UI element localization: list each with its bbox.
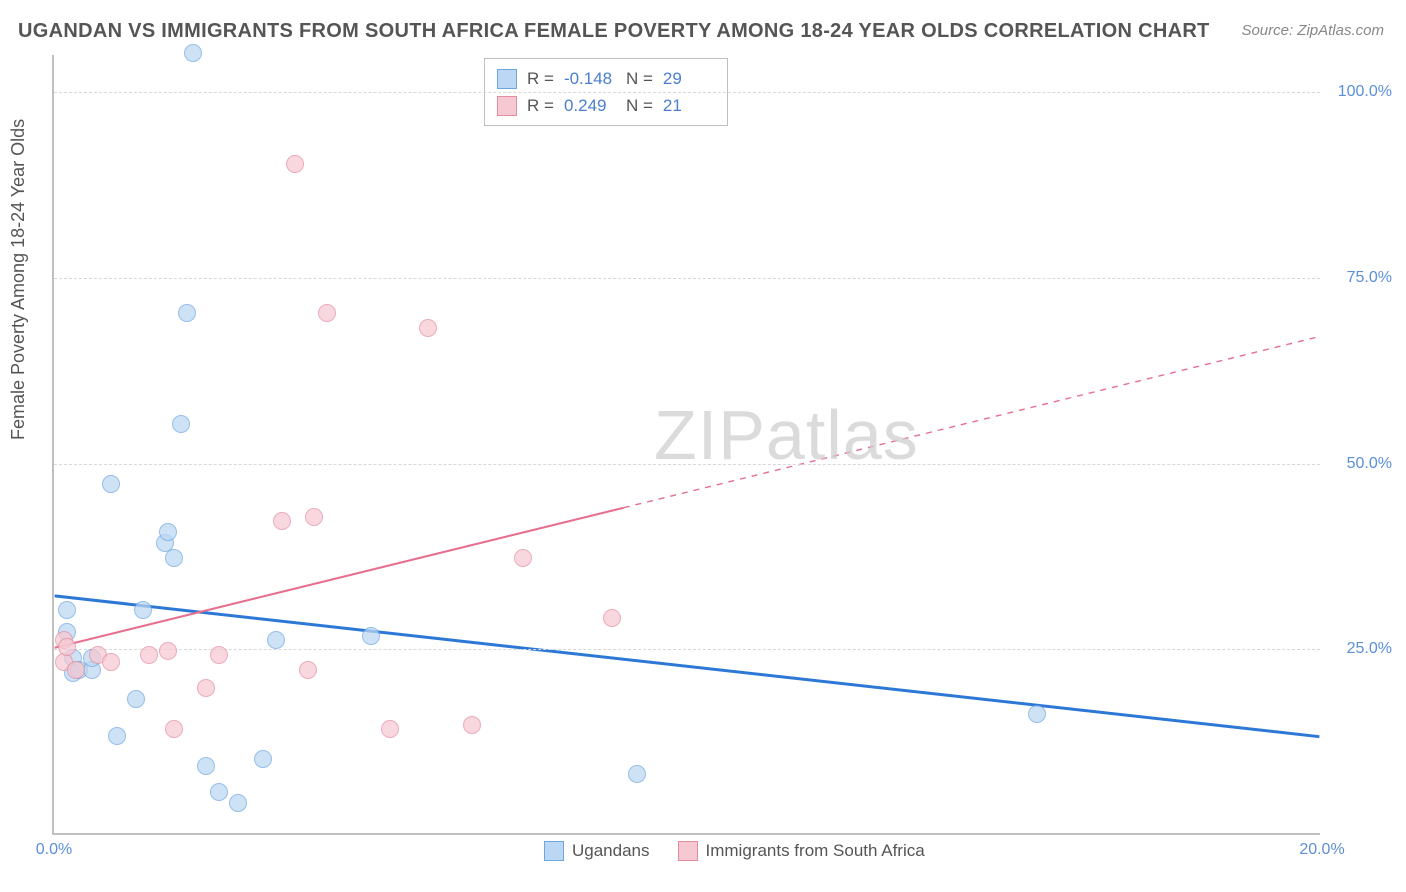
y-tick-label: 75.0% — [1347, 269, 1392, 287]
trend-line — [55, 508, 624, 648]
n-value: 29 — [663, 65, 715, 92]
y-tick-label: 50.0% — [1347, 455, 1392, 473]
n-label: N = — [626, 92, 653, 119]
data-point — [463, 716, 481, 734]
watermark-atlas: atlas — [766, 396, 919, 474]
data-point — [108, 727, 126, 745]
r-value: -0.148 — [564, 65, 616, 92]
trend-line — [55, 596, 1320, 737]
data-point — [1028, 705, 1046, 723]
r-label: R = — [527, 65, 554, 92]
data-point — [628, 765, 646, 783]
data-point — [210, 646, 228, 664]
data-point — [267, 631, 285, 649]
stats-row: R = -0.148 N = 29 — [497, 65, 715, 92]
y-axis-label: Female Poverty Among 18-24 Year Olds — [8, 119, 29, 440]
data-point — [184, 44, 202, 62]
data-point — [305, 508, 323, 526]
watermark-zip: ZIP — [654, 396, 766, 474]
n-value: 21 — [663, 92, 715, 119]
data-point — [165, 549, 183, 567]
gridline — [54, 649, 1320, 650]
x-tick-label: 20.0% — [1299, 841, 1344, 859]
data-point — [178, 304, 196, 322]
legend-label: Ugandans — [572, 841, 650, 861]
data-point — [159, 523, 177, 541]
legend-item: Ugandans — [544, 841, 650, 861]
data-point — [362, 627, 380, 645]
data-point — [159, 642, 177, 660]
gridline — [54, 278, 1320, 279]
source-attribution: Source: ZipAtlas.com — [1241, 22, 1384, 39]
data-point — [127, 690, 145, 708]
data-point — [102, 475, 120, 493]
data-point — [67, 661, 85, 679]
data-point — [254, 750, 272, 768]
r-label: R = — [527, 92, 554, 119]
data-point — [58, 601, 76, 619]
series-swatch — [678, 841, 698, 861]
trend-line-extrapolated — [624, 337, 1320, 508]
data-point — [58, 638, 76, 656]
plot-area: ZIPatlas R =-0.148N =29R =0.249N =21 Uga… — [52, 55, 1320, 835]
data-point — [140, 646, 158, 664]
chart-title: UGANDAN VS IMMIGRANTS FROM SOUTH AFRICA … — [18, 20, 1210, 43]
stats-row: R = 0.249 N = 21 — [497, 92, 715, 119]
x-tick-label: 0.0% — [36, 841, 72, 859]
data-point — [172, 415, 190, 433]
data-point — [210, 783, 228, 801]
y-tick-label: 25.0% — [1347, 640, 1392, 658]
series-swatch — [497, 69, 517, 89]
legend-label: Immigrants from South Africa — [706, 841, 925, 861]
data-point — [514, 549, 532, 567]
trend-lines-layer — [54, 55, 1320, 833]
legend-item: Immigrants from South Africa — [678, 841, 925, 861]
data-point — [318, 304, 336, 322]
data-point — [197, 679, 215, 697]
series-swatch — [544, 841, 564, 861]
data-point — [603, 609, 621, 627]
data-point — [419, 319, 437, 337]
data-point — [102, 653, 120, 671]
data-point — [299, 661, 317, 679]
gridline — [54, 92, 1320, 93]
data-point — [273, 512, 291, 530]
data-point — [229, 794, 247, 812]
y-tick-label: 100.0% — [1338, 83, 1392, 101]
n-label: N = — [626, 65, 653, 92]
data-point — [165, 720, 183, 738]
series-swatch — [497, 96, 517, 116]
series-legend: Ugandans Immigrants from South Africa — [544, 841, 925, 861]
data-point — [134, 601, 152, 619]
data-point — [381, 720, 399, 738]
gridline — [54, 464, 1320, 465]
data-point — [286, 155, 304, 173]
r-value: 0.249 — [564, 92, 616, 119]
data-point — [197, 757, 215, 775]
